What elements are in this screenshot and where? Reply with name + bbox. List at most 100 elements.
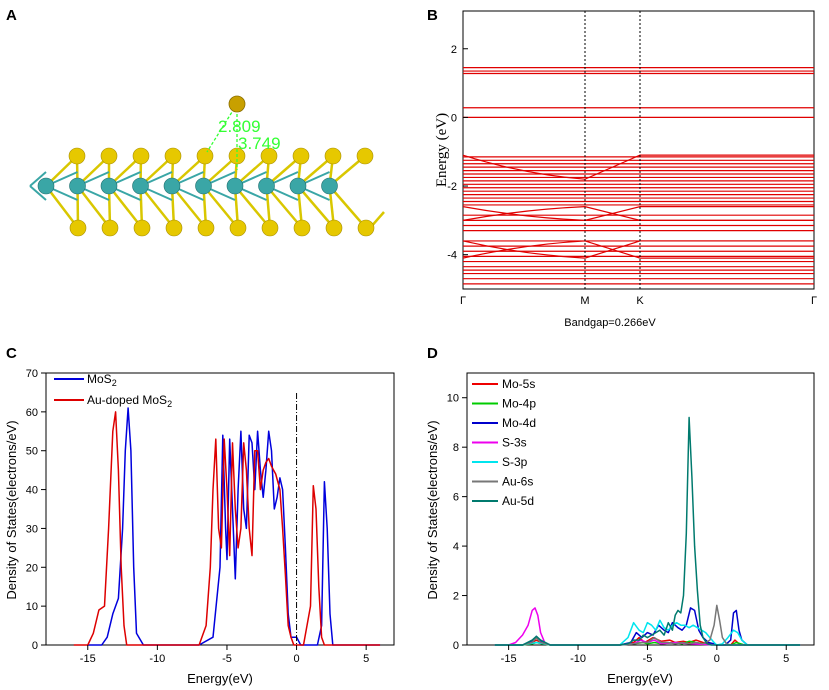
s-atom <box>356 147 374 165</box>
panel-letter-d: D <box>427 345 438 362</box>
dos-x-axis-label: Energy(eV) <box>187 671 253 686</box>
mo-s-bond <box>328 185 367 229</box>
pdos-ticks: -15 -10 -5 0 5 0 2 4 6 8 10 <box>447 393 790 665</box>
s-atom <box>100 147 118 165</box>
mo-s-bond <box>45 185 79 229</box>
band-curve <box>462 154 814 180</box>
panel-b: B -4 -2 0 2 Γ M K Γ Bandgap=0.266eV Energy … <box>427 7 817 329</box>
mo-s-bond <box>234 185 271 229</box>
band-y-axis-label: Energy (eV) <box>434 113 450 187</box>
pdos-legend-label: S-3p <box>502 455 528 469</box>
mo-atom <box>37 177 55 195</box>
s-atom <box>261 219 279 237</box>
dos-y-tick-label: 20 <box>26 562 38 574</box>
pdos-y-tick-label: 10 <box>447 393 459 405</box>
dos-x-tick-label: -15 <box>80 653 96 665</box>
band-plot-frame <box>462 10 815 290</box>
s-atom <box>101 219 119 237</box>
pdos-legend-label: Mo-5s <box>502 377 535 391</box>
mo-atom <box>226 177 244 195</box>
mo-s-bond <box>202 185 239 229</box>
mo-atom <box>321 177 338 195</box>
s-atom <box>69 219 87 237</box>
kpoint-label-gamma-2: Γ <box>811 295 817 307</box>
mo-s-bond <box>139 185 175 229</box>
pdos-x-tick-label: -15 <box>501 653 517 665</box>
s-atom <box>133 219 151 237</box>
pdos-y-tick-label: 6 <box>453 492 459 504</box>
s-atom <box>260 147 278 165</box>
kpoint-label-m: M <box>580 295 589 307</box>
mo-atom <box>163 177 181 195</box>
pdos-series <box>494 416 801 646</box>
mo-s-bond <box>76 185 111 229</box>
dos-legend: MoS2 Au-doped MoS2 <box>54 372 172 409</box>
panel-letter-c: C <box>6 345 17 362</box>
pdos-y-tick-label: 0 <box>453 640 459 652</box>
dos-y-tick-label: 50 <box>26 446 38 458</box>
bond-length-label-2: 3.749 <box>238 134 281 153</box>
s-atom <box>197 219 215 237</box>
pdos-x-axis-label: Energy(eV) <box>607 671 673 686</box>
mo-edge-bond <box>29 185 47 201</box>
band-lines <box>462 67 814 285</box>
dos-series <box>73 393 381 646</box>
pdos-y-tick-label: 2 <box>453 591 459 603</box>
dos-y-tick-label: 60 <box>26 407 38 419</box>
dos-series-line <box>73 411 381 646</box>
panel-letter-a: A <box>6 7 17 24</box>
dos-y-tick-label: 70 <box>26 368 38 380</box>
dos-x-tick-label: -5 <box>222 653 232 665</box>
mo-atom <box>132 177 149 195</box>
band-curve <box>462 240 814 259</box>
dos-y-tick-label: 30 <box>26 523 38 535</box>
pdos-y-tick-label: 8 <box>453 442 459 454</box>
band-y-tick-label: 0 <box>451 112 457 124</box>
mo-edge-bond <box>29 171 47 187</box>
mo-atom <box>195 177 212 195</box>
panel-letter-b: B <box>427 7 438 24</box>
band-y-tick-label: -4 <box>447 250 457 262</box>
pdos-series-line <box>494 604 801 646</box>
pdos-x-tick-label: -5 <box>643 653 653 665</box>
s-atom <box>324 147 342 165</box>
dos-y-tick-label: 0 <box>32 640 38 652</box>
s-atom <box>132 147 150 165</box>
dos-x-tick-label: 0 <box>293 653 299 665</box>
legend-label-mos2: MoS2 <box>87 372 117 388</box>
panel-a: A 2.809 3.749 <box>6 7 385 237</box>
pdos-plot-frame <box>466 372 815 646</box>
bond-dash-1 <box>206 103 238 153</box>
s-atom <box>164 147 182 165</box>
bond-length-label-1: 2.809 <box>218 117 261 136</box>
dos-plot-frame <box>45 372 395 646</box>
mo-atom <box>100 177 118 195</box>
s-atom <box>293 219 311 237</box>
dos-y-axis-label: Density of States(electrons/eV) <box>4 420 19 599</box>
pdos-legend-label: Mo-4p <box>502 397 536 411</box>
pdos-legend-label: Mo-4d <box>502 416 536 430</box>
dos-x-tick-label: -10 <box>149 653 165 665</box>
kpoint-label-gamma-1: Γ <box>460 295 466 307</box>
s-atom <box>229 219 247 237</box>
mos2-structure <box>29 147 385 237</box>
pdos-legend-label: S-3s <box>502 436 527 450</box>
s-atom <box>357 219 375 237</box>
mo-s-bond <box>171 185 207 229</box>
mo-s-bond <box>297 185 335 229</box>
pdos-y-tick-label: 4 <box>453 541 459 553</box>
mo-atom <box>289 177 307 195</box>
pdos-legend-label: Au-5d <box>502 494 534 508</box>
s-atom <box>325 219 343 237</box>
dos-x-tick-label: 5 <box>363 653 369 665</box>
bandgap-caption: Bandgap=0.266eV <box>564 317 656 329</box>
s-atom <box>196 147 214 165</box>
mo-atom <box>258 177 275 195</box>
dos-series-line <box>87 407 381 646</box>
panel-d: D -15 -10 -5 0 5 0 2 4 6 8 10 Energy(eV) Density o… <box>425 345 815 686</box>
mo-atom <box>69 177 86 195</box>
pdos-x-tick-label: 5 <box>783 653 789 665</box>
band-y-tick-label: 2 <box>451 44 457 56</box>
